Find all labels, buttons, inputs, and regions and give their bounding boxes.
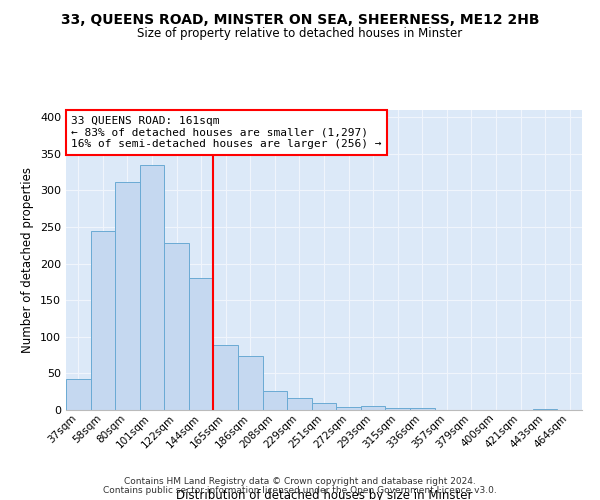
Bar bbox=[533, 408, 557, 410]
X-axis label: Distribution of detached houses by size in Minster: Distribution of detached houses by size … bbox=[176, 488, 472, 500]
Bar bbox=[115, 182, 140, 410]
Bar bbox=[140, 165, 164, 410]
Text: 33 QUEENS ROAD: 161sqm
← 83% of detached houses are smaller (1,297)
16% of semi-: 33 QUEENS ROAD: 161sqm ← 83% of detached… bbox=[71, 116, 382, 149]
Bar bbox=[164, 243, 189, 410]
Bar bbox=[238, 356, 263, 410]
Bar bbox=[66, 378, 91, 410]
Bar bbox=[91, 230, 115, 410]
Bar bbox=[214, 345, 238, 410]
Bar bbox=[287, 398, 312, 410]
Text: Size of property relative to detached houses in Minster: Size of property relative to detached ho… bbox=[137, 28, 463, 40]
Bar bbox=[336, 407, 361, 410]
Bar bbox=[410, 408, 434, 410]
Text: Contains HM Land Registry data © Crown copyright and database right 2024.: Contains HM Land Registry data © Crown c… bbox=[124, 477, 476, 486]
Text: 33, QUEENS ROAD, MINSTER ON SEA, SHEERNESS, ME12 2HB: 33, QUEENS ROAD, MINSTER ON SEA, SHEERNE… bbox=[61, 12, 539, 26]
Bar bbox=[312, 402, 336, 410]
Bar bbox=[361, 406, 385, 410]
Bar bbox=[385, 408, 410, 410]
Y-axis label: Number of detached properties: Number of detached properties bbox=[22, 167, 34, 353]
Text: Contains public sector information licensed under the Open Government Licence v3: Contains public sector information licen… bbox=[103, 486, 497, 495]
Bar bbox=[263, 391, 287, 410]
Bar bbox=[189, 278, 214, 410]
